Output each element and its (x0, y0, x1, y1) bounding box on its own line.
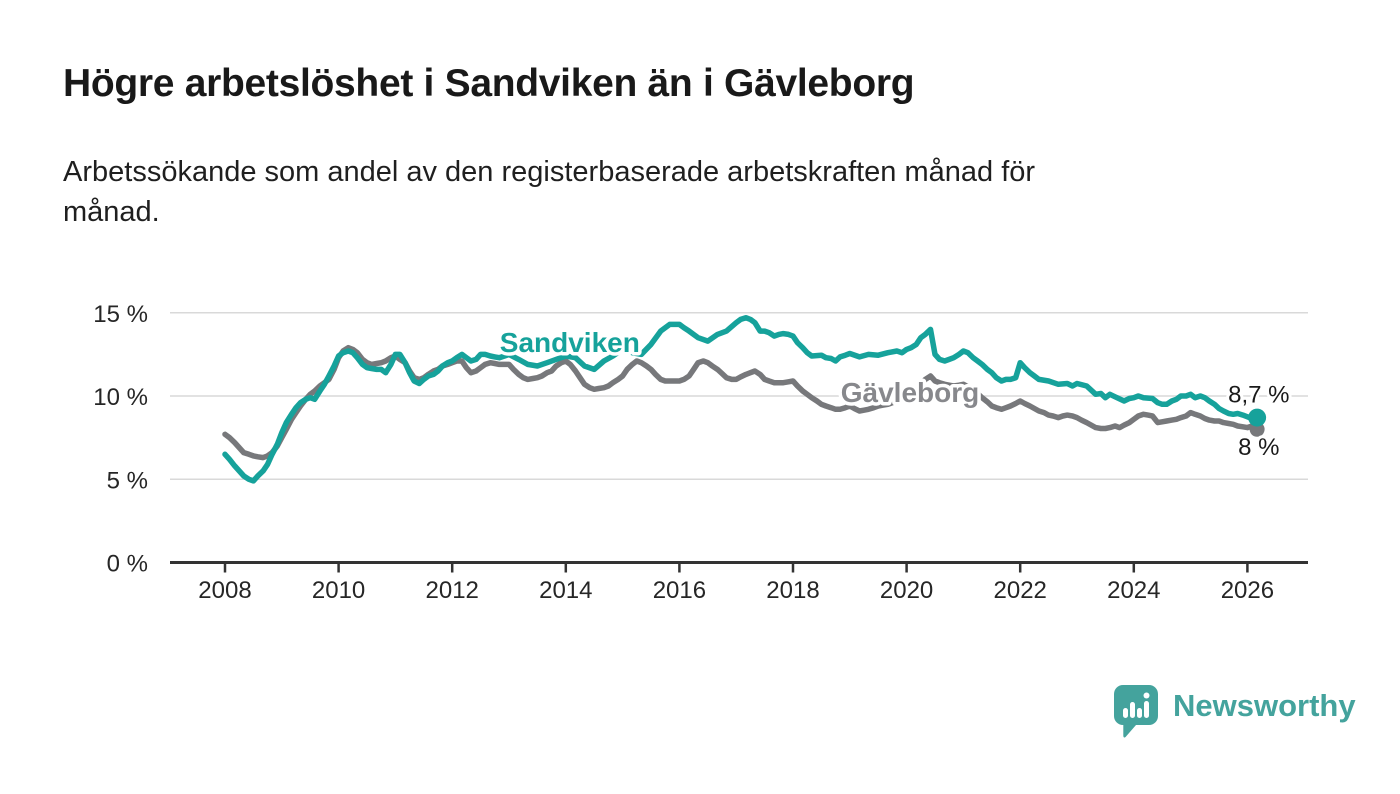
x-axis-label: 2022 (994, 577, 1047, 604)
x-axis-label: 2014 (539, 577, 592, 604)
y-axis-label: 5 % (107, 467, 148, 494)
logo-bar-1 (1123, 708, 1128, 718)
page-subtitle-line2: månad. (63, 196, 160, 228)
series-line-gavleborg (222, 344, 1260, 461)
x-axis-label: 2012 (426, 577, 479, 604)
end-value-label-sandviken: 8,7 % (1228, 381, 1289, 408)
x-axis-label: 2026 (1221, 577, 1274, 604)
series-label-sandviken: Sandviken (500, 327, 640, 358)
x-axis-label: 2018 (766, 577, 819, 604)
series-line-sandviken (222, 314, 1260, 484)
y-axis-label: 10 % (93, 384, 148, 411)
end-value-label-gavleborg: 8 % (1238, 434, 1279, 461)
series-label-gavleborg: Gävleborg (841, 377, 979, 408)
newsworthy-logo-icon (1114, 685, 1158, 738)
newsworthy-logo-text: Newsworthy (1173, 688, 1356, 723)
page-subtitle: Arbetssökande som andel av den registerb… (63, 152, 1035, 232)
x-axis-label: 2024 (1107, 577, 1160, 604)
newsworthy-logo: Newsworthy (1113, 684, 1356, 740)
x-axis-label: 2010 (312, 577, 365, 604)
logo-exclamation-bar (1144, 701, 1149, 718)
x-axis-label: 2020 (880, 577, 933, 604)
x-axis-label: 2008 (198, 577, 251, 604)
x-axis-label: 2016 (653, 577, 706, 604)
logo-bubble-shape (1114, 685, 1158, 738)
y-axis-label: 15 % (93, 301, 148, 328)
page-subtitle-line1: Arbetssökande som andel av den registerb… (63, 156, 1036, 188)
logo-bar-2 (1130, 702, 1135, 718)
end-dot-sandviken (1248, 408, 1267, 427)
logo-exclamation-dot (1143, 692, 1150, 699)
y-axis-label: 0 % (107, 551, 148, 578)
logo-bar-3 (1137, 708, 1142, 718)
page-title: Högre arbetslöshet i Sandviken än i Gävl… (63, 62, 915, 105)
